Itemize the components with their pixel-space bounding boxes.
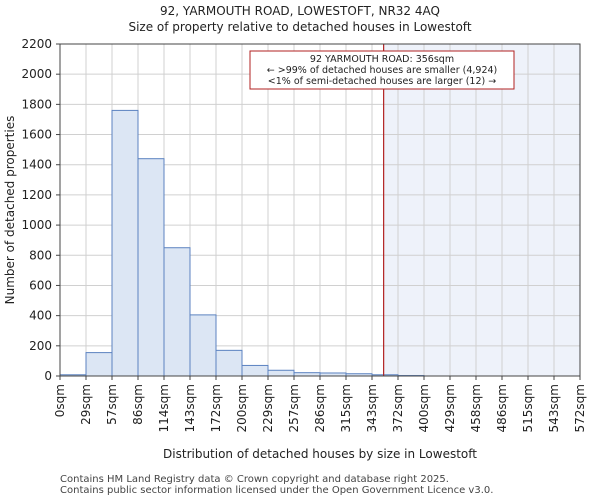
bar: [215, 349, 243, 377]
x-tick-label: 143sqm: [183, 384, 197, 432]
chart-subtitle: Size of property relative to detached ho…: [128, 20, 472, 34]
y-tick-label: 1800: [21, 97, 52, 111]
bar: [267, 369, 295, 377]
x-tick-label: 286sqm: [313, 384, 327, 432]
y-tick-label: 600: [29, 278, 52, 292]
x-tick-label: 57sqm: [105, 384, 119, 425]
y-axis-title: Number of detached properties: [3, 116, 17, 305]
x-tick-label: 400sqm: [417, 384, 431, 432]
y-tick-label: 2000: [21, 67, 52, 81]
chart-title: 92, YARMOUTH ROAD, LOWESTOFT, NR32 4AQ: [160, 4, 440, 18]
y-tick-label: 200: [29, 339, 52, 353]
y-tick-label: 0: [44, 369, 52, 383]
x-tick-label: 86sqm: [131, 384, 145, 425]
highlight-region: [383, 44, 580, 376]
bar: [137, 158, 165, 377]
x-tick-label: 114sqm: [157, 384, 171, 432]
x-tick-label: 486sqm: [495, 384, 509, 432]
x-tick-label: 29sqm: [79, 384, 93, 425]
y-tick-label: 1200: [21, 188, 52, 202]
annotation-box: [249, 50, 515, 90]
x-tick-label: 515sqm: [521, 384, 535, 432]
bar: [241, 364, 269, 377]
y-tick-label: 800: [29, 248, 52, 262]
y-tick-label: 2200: [21, 37, 52, 51]
footer-copyright: Contains HM Land Registry data © Crown c…: [60, 474, 449, 485]
annotation-line: <1% of semi-detached houses are larger (…: [268, 76, 496, 87]
y-tick-label: 400: [29, 309, 52, 323]
bar: [111, 109, 139, 377]
y-tick-label: 1000: [21, 218, 52, 232]
x-tick-label: 372sqm: [391, 384, 405, 432]
x-tick-label: 458sqm: [469, 384, 483, 432]
x-tick-label: 0sqm: [53, 384, 67, 417]
x-tick-label: 257sqm: [287, 384, 301, 432]
x-tick-label: 429sqm: [443, 384, 457, 432]
annotation-line: 92 YARMOUTH ROAD: 356sqm: [310, 54, 454, 65]
y-tick-label: 1600: [21, 128, 52, 142]
bar: [189, 314, 217, 377]
x-tick-label: 572sqm: [573, 384, 587, 432]
x-tick-label: 543sqm: [547, 384, 561, 432]
x-tick-label: 200sqm: [235, 384, 249, 432]
bar: [163, 247, 191, 377]
bar: [85, 352, 113, 377]
footer-licence: Contains public sector information licen…: [60, 485, 494, 496]
x-tick-label: 343sqm: [365, 384, 379, 432]
annotation-line: ← >99% of detached houses are smaller (4…: [267, 65, 498, 76]
y-tick-label: 1400: [21, 158, 52, 172]
x-tick-label: 229sqm: [261, 384, 275, 432]
x-tick-label: 172sqm: [209, 384, 223, 432]
x-axis-title: Distribution of detached houses by size …: [163, 447, 477, 461]
x-tick-label: 315sqm: [339, 384, 353, 432]
